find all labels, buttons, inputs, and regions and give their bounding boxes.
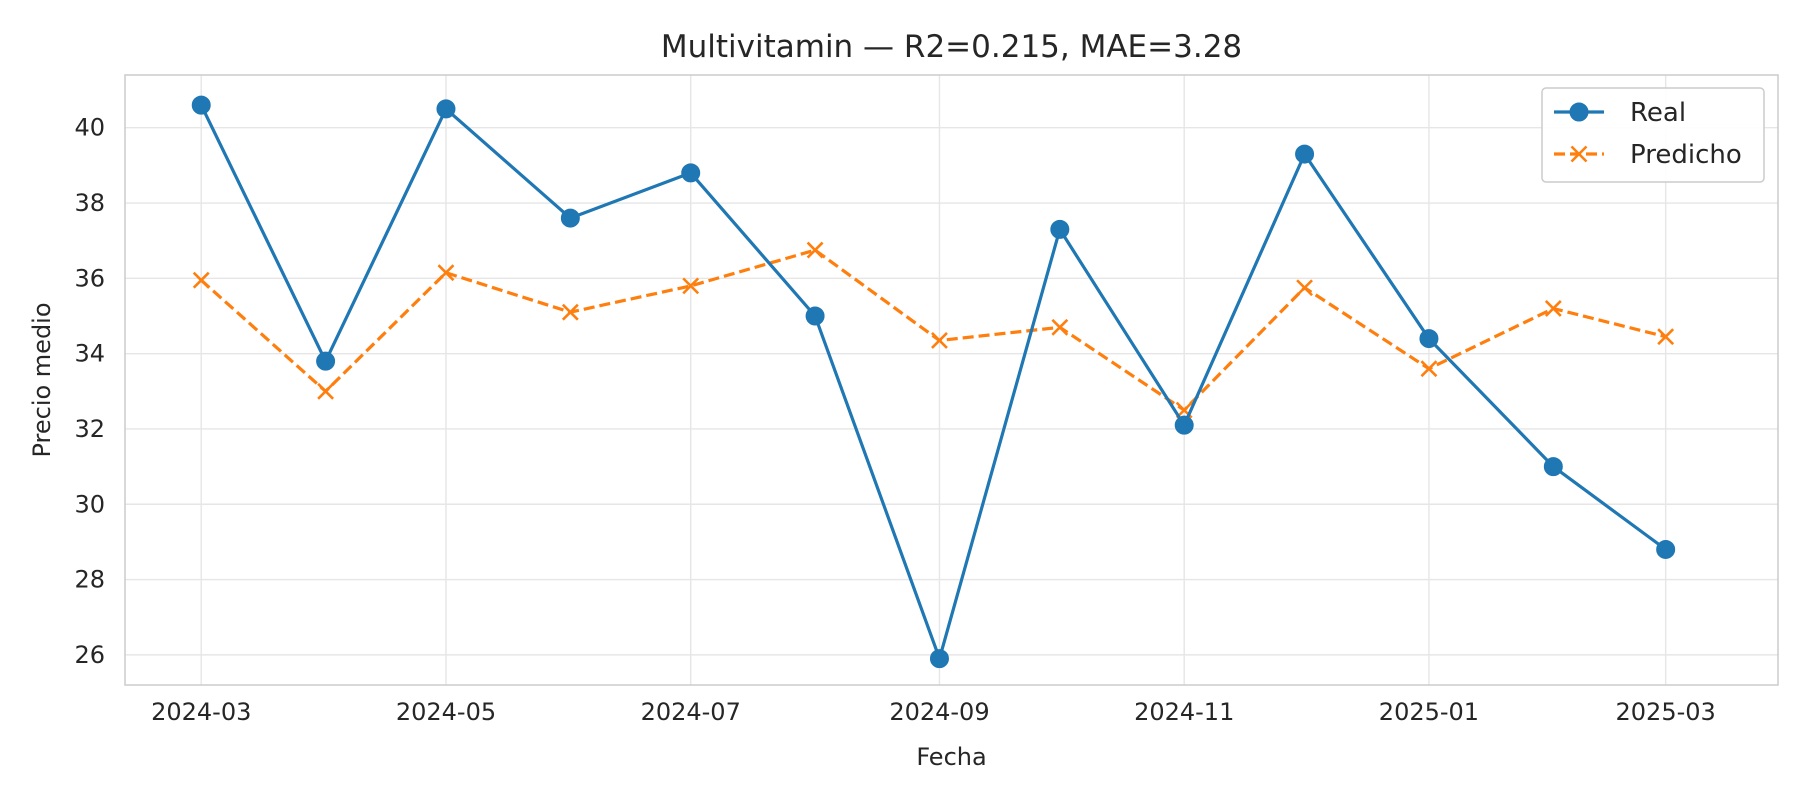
- data-point-real: [1295, 144, 1315, 164]
- x-tick-label: 2024-07: [641, 698, 741, 726]
- data-point-real: [436, 99, 456, 119]
- data-point-real: [929, 649, 949, 669]
- legend-label-real: Real: [1630, 98, 1686, 128]
- y-tick-label: 30: [74, 490, 105, 518]
- legend: Real Predicho: [1541, 87, 1765, 183]
- data-point-predicho: [931, 332, 948, 349]
- y-axis-label: Precio medio: [28, 302, 56, 457]
- tick-labels: 26 28 30 32 34 36 38 40 2024-03 2024-05 2024-07 202…: [74, 114, 1715, 726]
- y-tick-label: 40: [74, 114, 105, 142]
- x-tick-label: 2024-05: [396, 698, 496, 726]
- x-tick-label: 2025-01: [1379, 698, 1479, 726]
- data-point-real: [1419, 329, 1439, 349]
- y-tick-label: 36: [74, 264, 105, 292]
- data-point-real: [316, 351, 336, 371]
- data-point-predicho: [1657, 328, 1675, 346]
- y-tick-label: 34: [74, 340, 105, 368]
- legend-marker-symbol: [1569, 102, 1589, 122]
- data-point-real: [805, 306, 825, 326]
- legend-marker-real: [1569, 102, 1589, 122]
- data-point-real: [560, 208, 580, 228]
- chart-title: Multivitamin — R2=0.215, MAE=3.28: [661, 29, 1242, 65]
- x-axis-label: Fecha: [916, 743, 986, 771]
- y-tick-label: 38: [74, 189, 105, 217]
- series-real: [191, 95, 1676, 669]
- data-point-real: [681, 163, 701, 183]
- plot-area-frame: [124, 74, 1779, 686]
- data-point-predicho: [1544, 300, 1562, 317]
- legend-item-real: Real: [1554, 98, 1686, 128]
- data-point-predicho: [1420, 360, 1438, 378]
- legend-marker-symbol: [1570, 145, 1588, 163]
- data-point-real: [1656, 539, 1676, 559]
- y-tick-label: 32: [74, 415, 105, 443]
- y-tick-label: 28: [74, 566, 105, 594]
- x-tick-label: 2024-09: [889, 698, 989, 726]
- y-tick-label: 26: [74, 641, 105, 669]
- data-point-predicho: [317, 382, 335, 400]
- series-layer: [191, 95, 1676, 669]
- data-point-real: [191, 95, 211, 115]
- data-point-predicho: [806, 241, 824, 259]
- legend-label-predicho: Predicho: [1630, 140, 1742, 170]
- data-point-predicho: [682, 277, 700, 295]
- data-point-predicho: [1296, 279, 1313, 297]
- x-tick-label: 2025-03: [1616, 698, 1716, 726]
- legend-item-predicho: Predicho: [1554, 140, 1742, 170]
- data-point-predicho: [437, 264, 455, 282]
- legend-marker-predicho: [1570, 145, 1588, 163]
- data-point-real: [1174, 415, 1194, 435]
- data-point-predicho: [192, 271, 210, 289]
- data-point-real: [1050, 219, 1070, 239]
- series-predicho: [192, 241, 1675, 419]
- data-point-predicho: [1051, 318, 1069, 336]
- x-tick-label: 2024-11: [1134, 698, 1234, 726]
- x-tick-label: 2024-03: [151, 698, 251, 726]
- data-point-real: [1543, 457, 1563, 477]
- data-point-predicho: [561, 303, 579, 321]
